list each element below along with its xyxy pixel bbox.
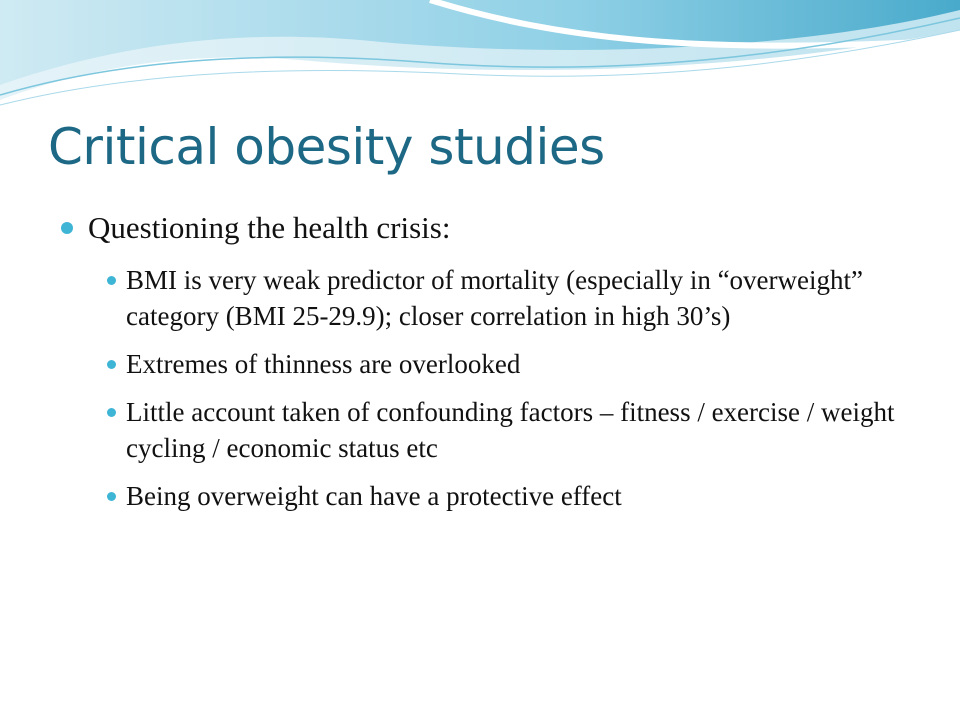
bullet: Questioning the health crisis: BMI is ve…: [61, 208, 908, 514]
sub-bullet: BMI is very weak predictor of mortality …: [107, 262, 896, 334]
slide-title: Critical obesity studies: [48, 118, 605, 176]
bullet-text: Questioning the health crisis:: [88, 210, 451, 245]
sub-bullet: Extremes of thinness are overlooked: [107, 346, 896, 382]
sub-bullet: Little account taken of confounding fact…: [107, 394, 896, 466]
sub-bullet-list: BMI is very weak predictor of mortality …: [107, 262, 896, 514]
header-wave: [0, 0, 960, 106]
bullet-list: Questioning the health crisis: BMI is ve…: [61, 208, 908, 526]
sub-bullet: Being overweight can have a protective e…: [107, 478, 896, 514]
